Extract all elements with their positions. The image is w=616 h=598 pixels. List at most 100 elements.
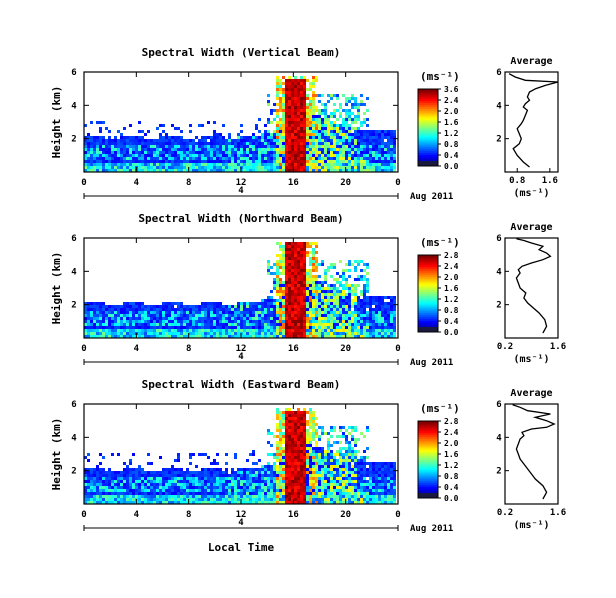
heatmap-cell (378, 130, 381, 133)
heatmap-cell (270, 465, 273, 468)
heatmap-cell (180, 317, 183, 320)
heatmap-cell (300, 100, 303, 103)
heatmap-cell (264, 142, 267, 145)
colorbar-tick-label: 0.4 (444, 151, 459, 160)
heatmap-cell (168, 305, 171, 308)
heatmap-cell (210, 166, 213, 169)
heatmap-cell (363, 290, 366, 293)
heatmap-cell (363, 326, 366, 329)
heatmap-cell (270, 495, 273, 498)
heatmap-cell (324, 148, 327, 151)
heatmap-cell (87, 501, 90, 504)
heatmap-cell (345, 133, 348, 136)
heatmap-cell (183, 471, 186, 474)
heatmap-cell (117, 480, 120, 483)
heatmap-cell (261, 163, 264, 166)
heatmap-cell (288, 417, 291, 420)
heatmap-cell (348, 323, 351, 326)
heatmap-cell (285, 160, 288, 163)
heatmap-cell (291, 127, 294, 130)
heatmap-cell (270, 133, 273, 136)
heatmap-cell (216, 151, 219, 154)
heatmap-cell (267, 142, 270, 145)
heatmap-cell (231, 166, 234, 169)
heatmap-cell (309, 103, 312, 106)
heatmap-cell (138, 498, 141, 501)
heatmap-cell (114, 308, 117, 311)
heatmap-cell (309, 441, 312, 444)
heatmap-cell (117, 486, 120, 489)
heatmap-cell (297, 109, 300, 112)
heatmap-cell (381, 139, 384, 142)
heatmap-cell (99, 492, 102, 495)
heatmap-cell (288, 314, 291, 317)
heatmap-cell (330, 157, 333, 160)
heatmap-cell (267, 163, 270, 166)
heatmap-cell (93, 139, 96, 142)
heatmap-cell (339, 293, 342, 296)
heatmap-cell (114, 142, 117, 145)
heatmap-cell (144, 157, 147, 160)
heatmap-cell (333, 109, 336, 112)
heatmap-cell (171, 145, 174, 148)
heatmap-cell (147, 160, 150, 163)
heatmap-cell (363, 296, 366, 299)
heatmap-cell (225, 483, 228, 486)
heatmap-cell (270, 151, 273, 154)
heatmap-cell (267, 323, 270, 326)
heatmap-cell (258, 326, 261, 329)
heatmap-cell (150, 160, 153, 163)
heatmap-cell (285, 281, 288, 284)
heatmap-cell (90, 169, 93, 172)
heatmap-cell (393, 296, 396, 299)
heatmap-cell (225, 453, 228, 456)
heatmap-cell (141, 154, 144, 157)
heatmap-cell (222, 136, 225, 139)
heatmap-cell (258, 323, 261, 326)
heatmap-cell (306, 435, 309, 438)
heatmap-cell (312, 489, 315, 492)
heatmap-cell (300, 299, 303, 302)
heatmap-cell (267, 260, 270, 263)
heatmap-cell (90, 154, 93, 157)
heatmap-cell (96, 329, 99, 332)
heatmap-cell (273, 323, 276, 326)
heatmap-cell (123, 311, 126, 314)
heatmap-cell (312, 242, 315, 245)
heatmap-cell (294, 103, 297, 106)
heatmap-cell (273, 492, 276, 495)
heatmap-cell (300, 432, 303, 435)
heatmap-cell (363, 308, 366, 311)
heatmap-cell (207, 495, 210, 498)
heatmap-cell (270, 471, 273, 474)
heatmap-cell (129, 157, 132, 160)
heatmap-cell (264, 489, 267, 492)
heatmap-cell (318, 426, 321, 429)
heatmap-cell (171, 157, 174, 160)
heatmap-cell (306, 311, 309, 314)
heatmap-cell (189, 489, 192, 492)
heatmap-cell (366, 278, 369, 281)
heatmap-cell (249, 302, 252, 305)
heatmap-cell (192, 492, 195, 495)
heatmap-cell (381, 329, 384, 332)
heatmap-cell (297, 498, 300, 501)
heatmap-cell (279, 145, 282, 148)
heatmap-cell (195, 474, 198, 477)
heatmap-cell (210, 311, 213, 314)
heatmap-cell (129, 320, 132, 323)
heatmap-cell (279, 160, 282, 163)
colorbar-tick-label: 1.6 (444, 118, 459, 127)
heatmap-cell (273, 287, 276, 290)
heatmap-cell (315, 483, 318, 486)
heatmap-cell (123, 332, 126, 335)
heatmap-cell (147, 166, 150, 169)
heatmap-cell (288, 290, 291, 293)
colorbar-segment (418, 316, 438, 320)
heatmap-cell (216, 329, 219, 332)
heatmap-cell (267, 136, 270, 139)
heatmap-cell (120, 326, 123, 329)
heatmap-cell (228, 486, 231, 489)
heatmap-cell (162, 495, 165, 498)
heatmap-cell (384, 314, 387, 317)
